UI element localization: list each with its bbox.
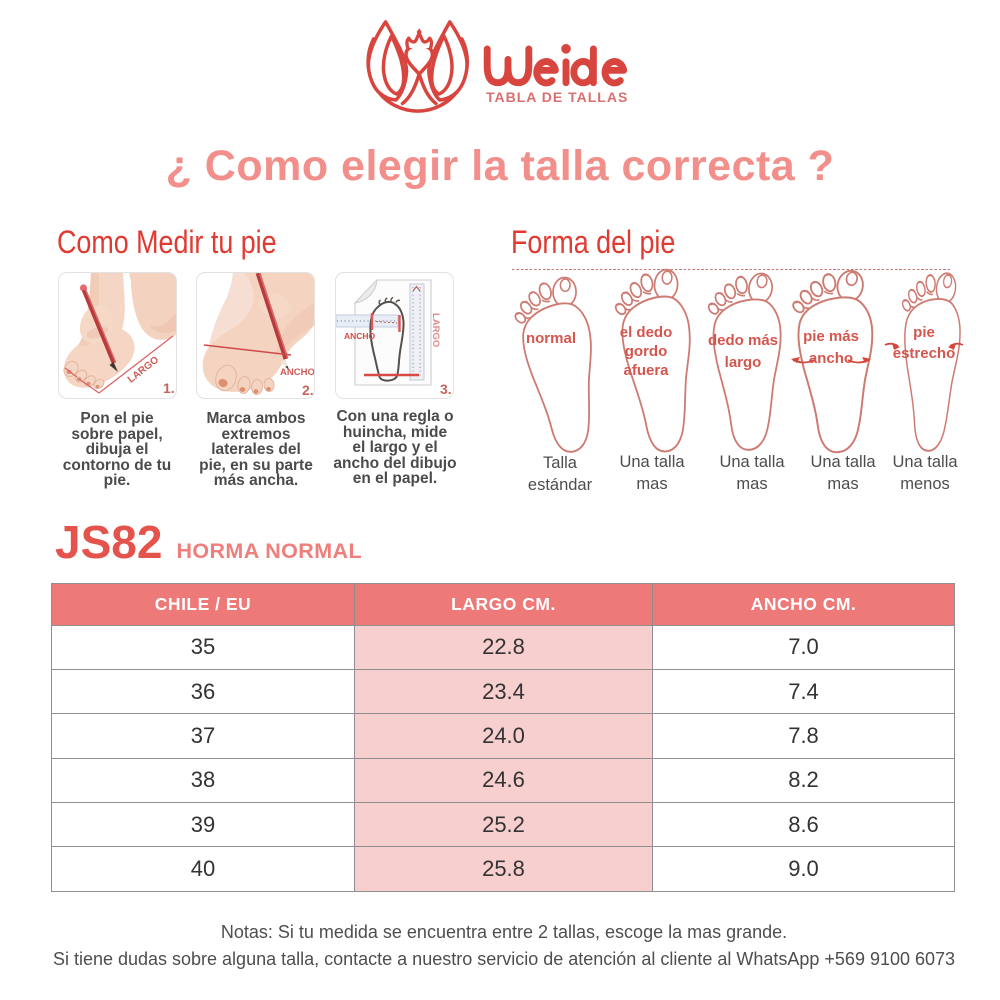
svg-text:pie: pie: [913, 324, 935, 341]
svg-text:gordo: gordo: [625, 343, 668, 360]
svg-text:afuera: afuera: [623, 362, 669, 379]
svg-text:3.: 3.: [440, 381, 452, 397]
svg-text:ANCHO: ANCHO: [280, 367, 314, 378]
svg-text:estrecho: estrecho: [893, 345, 956, 362]
svg-text:ancho: ancho: [809, 350, 853, 367]
svg-text:ANCHO: ANCHO: [344, 331, 376, 341]
svg-text:dedo más: dedo más: [708, 332, 778, 349]
svg-text:pie más: pie más: [803, 328, 859, 345]
svg-text:normal: normal: [526, 330, 576, 347]
svg-text:1.: 1.: [163, 380, 175, 396]
svg-text:LARGO: LARGO: [430, 313, 441, 347]
svg-text:el dedo: el dedo: [620, 324, 673, 341]
svg-text:2.: 2.: [302, 382, 314, 398]
svg-text:largo: largo: [725, 354, 762, 371]
